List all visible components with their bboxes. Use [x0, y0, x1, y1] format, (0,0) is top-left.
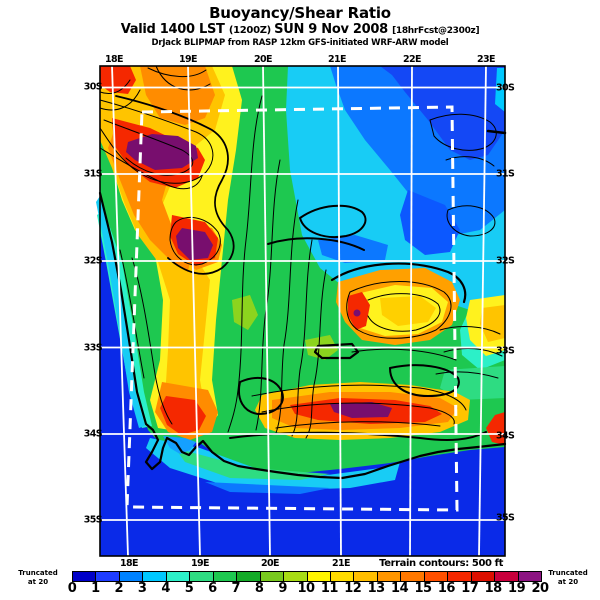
colorbar-tick: 4 [161, 581, 170, 596]
colorbar-segment [213, 572, 238, 581]
forecast-hour: [18hrFcst@2300z] [392, 26, 480, 36]
x-tick-bottom: 21E [332, 558, 351, 569]
colorbar-segment [260, 572, 285, 581]
model-attribution: DrJack BLIPMAP from RASP 12km GFS-initia… [151, 38, 449, 48]
x-tick-top: 21E [328, 54, 347, 65]
colorbar-segment [495, 572, 519, 581]
colorbar-tick: 15 [414, 581, 432, 596]
y-tick-left: 30S [83, 81, 103, 93]
page-title: Buoyancy/Shear Ratio [209, 4, 391, 22]
colorbar-segment [401, 572, 425, 581]
colorbar-segment [471, 572, 496, 581]
coastline [98, 191, 507, 480]
y-tick-left: 35S [83, 514, 103, 526]
y-tick-left: 31S [83, 168, 103, 180]
terrain-contours [99, 65, 507, 441]
buoyancy-shear-color-field [96, 66, 505, 494]
x-tick-top: 18E [105, 54, 124, 65]
colorbar-tick: 2 [114, 581, 124, 596]
colorbar-tick: 17 [461, 581, 479, 596]
colorbar-segment [166, 572, 191, 581]
colorbar-segment [424, 572, 449, 581]
x-tick-bottom: 20E [261, 558, 280, 569]
colorbar-tick: 19 [508, 581, 526, 596]
valid-date: SUN 9 Nov 2008 [274, 22, 393, 37]
y-tick-left: 33S [83, 342, 103, 354]
colorbar-segment [518, 572, 542, 581]
colorbar-truncation-note-right: Truncated at 20 [548, 569, 588, 586]
colorbar-truncation-note-left: Truncated at 20 [18, 569, 58, 586]
y-tick-left: 32S [83, 255, 103, 267]
colorbar-tick: 20 [531, 581, 549, 596]
valid-time: Valid 1400 LST [120, 22, 229, 37]
y-tick-right: 33S [496, 345, 515, 357]
colorbar-tick: 6 [208, 581, 217, 596]
y-tick-right: 32S [496, 255, 515, 267]
colorbar-tick: 11 [320, 581, 339, 596]
y-tick-right: 30S [496, 82, 515, 94]
colorbar-segment [330, 572, 355, 581]
colorbar-segment [73, 572, 97, 581]
y-tick-right: 34S [496, 430, 515, 442]
valid-time-line: Valid 1400 LST (1200Z) SUN 9 Nov 2008 [1… [0, 22, 600, 37]
y-tick-right: 31S [496, 168, 515, 180]
y-tick-left: 34S [83, 428, 103, 440]
colorbar-tick: 3 [137, 581, 147, 596]
map-frame [99, 65, 506, 557]
colorbar-tick: 14 [391, 581, 409, 596]
colorbar-tick: 9 [278, 581, 287, 596]
y-tick-right: 35S [496, 512, 515, 524]
colorbar-tick: 0 [67, 581, 77, 596]
colorbar-segment [377, 572, 402, 581]
x-tick-top: 20E [254, 54, 273, 65]
colorbar-segment [143, 572, 167, 581]
colorbar-segment [96, 572, 120, 581]
colorbar [72, 571, 542, 582]
terrain-contours-note: Terrain contours: 500 ft [379, 558, 503, 569]
colorbar-tick: 10 [297, 581, 315, 596]
colorbar-tick: 16 [437, 581, 456, 596]
colorbar-segment [284, 572, 308, 581]
x-tick-bottom: 18E [120, 558, 139, 569]
x-tick-top: 23E [477, 54, 496, 65]
colorbar-segment [190, 572, 214, 581]
colorbar-tick: 8 [254, 581, 264, 596]
colorbar-segment [448, 572, 472, 581]
colorbar-tick-labels: 0 1 2 3 4 5 6 7 8 9 10 11 12 13 14 15 16 17 18 19 20 [0, 581, 600, 597]
colorbar-tick: 18 [484, 581, 503, 596]
latlon-grid [100, 65, 505, 557]
valid-zulu: (1200Z) [228, 25, 275, 36]
inner-domain-box [125, 105, 459, 512]
x-tick-top: 19E [179, 54, 198, 65]
colorbar-segment [119, 572, 144, 581]
colorbar-tick: 1 [91, 581, 100, 596]
colorbar-segment [354, 572, 378, 581]
colorbar-tick: 5 [184, 581, 194, 596]
colorbar-segment [307, 572, 331, 581]
colorbar-tick: 13 [367, 581, 386, 596]
colorbar-segment [237, 572, 261, 581]
x-tick-bottom: 19E [191, 558, 210, 569]
colorbar-tick: 7 [231, 581, 241, 596]
colorbar-tick: 12 [344, 581, 362, 596]
x-tick-top: 22E [403, 54, 422, 65]
